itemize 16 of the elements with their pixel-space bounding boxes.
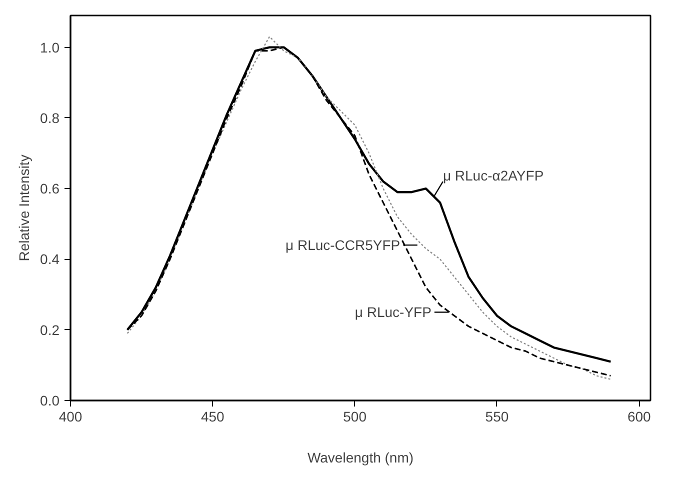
x-tick-label: 500 <box>343 408 367 424</box>
x-tick-label: 550 <box>485 408 509 424</box>
x-tick-label: 600 <box>627 408 652 424</box>
y-tick-label: 1.0 <box>40 39 60 56</box>
y-tick-label: 0.4 <box>40 251 60 268</box>
x-tick-label: 450 <box>200 408 225 424</box>
y-tick-label: 0.8 <box>40 110 60 126</box>
y-tick-label: 0.0 <box>40 392 60 408</box>
y-tick-label: 0.2 <box>40 322 60 338</box>
x-tick-label: 400 <box>58 408 82 424</box>
y-axis-title: Relative Intensity <box>16 154 32 262</box>
annotation: μ RLuc-α2AYFP <box>442 168 544 184</box>
x-axis-title: Wavelength (nm) <box>307 450 414 466</box>
annotation: μ RLuc-CCR5YFP <box>286 237 400 254</box>
y-tick-label: 0.6 <box>40 180 60 197</box>
annotation: μ RLuc-YFP <box>354 304 432 320</box>
